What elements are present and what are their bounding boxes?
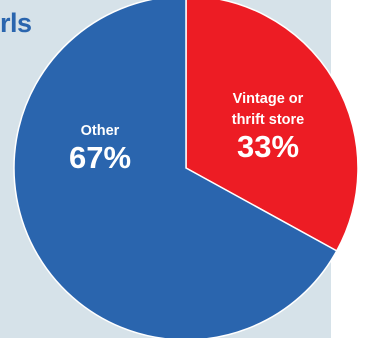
slice-value-other: 67% bbox=[69, 140, 131, 175]
pie-slices bbox=[13, 0, 359, 338]
slice-label-vintage-or-thrift-store-line-2: thrift store bbox=[232, 112, 305, 128]
pie-slice-other bbox=[13, 0, 338, 338]
slice-label-vintage-or-thrift-store-line-1: Vintage or bbox=[233, 91, 304, 107]
pie-slice-vintage-or-thrift-store bbox=[185, 0, 359, 252]
slice-value-vintage-or-thrift-store: 33% bbox=[237, 129, 299, 164]
slice-label-other-line-1: Other bbox=[81, 123, 120, 139]
chart-title-fragment: rls bbox=[0, 8, 32, 38]
